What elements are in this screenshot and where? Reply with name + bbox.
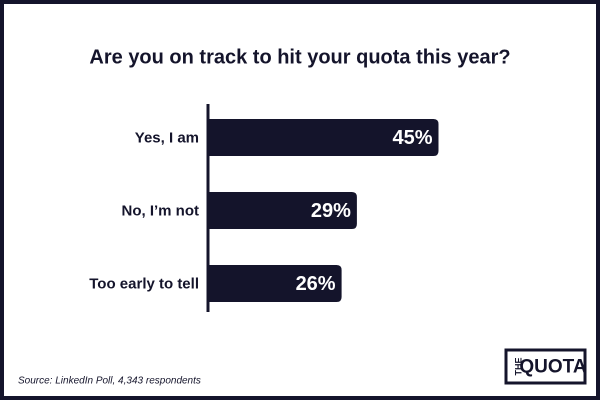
- bar: [209, 192, 357, 229]
- bar: [209, 119, 439, 156]
- logo: THE QUOTA: [504, 348, 587, 385]
- value-label: 45%: [392, 127, 432, 149]
- category-label: No, I’m not: [122, 202, 200, 219]
- value-label: 29%: [311, 200, 351, 222]
- chart-title: Are you on track to hit your quota this …: [89, 46, 510, 68]
- logo-box: [504, 348, 587, 385]
- category-label: Too early to tell: [89, 275, 199, 292]
- logo-small: THE: [513, 358, 523, 376]
- value-label: 26%: [296, 273, 336, 295]
- bar: [209, 265, 342, 302]
- logo-main: QUOTA: [519, 357, 586, 378]
- source-note: Source: LinkedIn Poll, 4,343 respondents: [18, 376, 201, 387]
- category-label: Yes, I am: [135, 129, 199, 146]
